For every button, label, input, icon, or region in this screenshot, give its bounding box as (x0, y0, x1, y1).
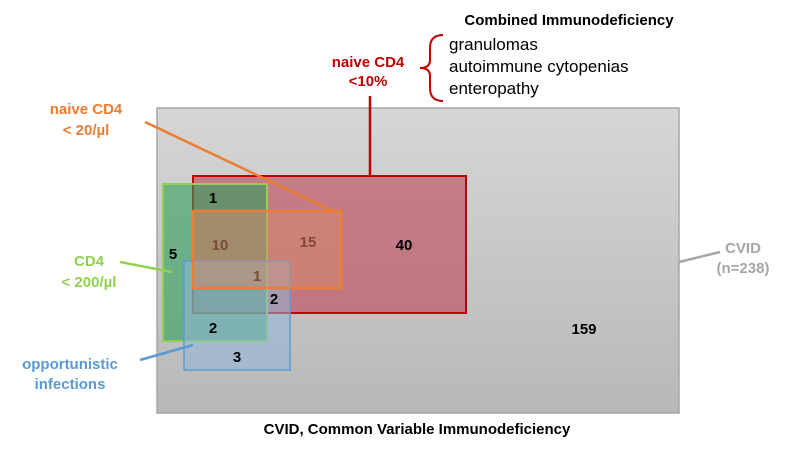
feature-item: autoimmune cytopenias (449, 57, 629, 76)
label-cd4-line1: CD4 (74, 253, 105, 270)
count-all-four: 1 (253, 268, 261, 285)
feature-item: enteropathy (449, 79, 539, 98)
label-infections-line2: infections (35, 376, 106, 393)
feature-item: granulomas (449, 35, 538, 54)
label-naive-cd4-percent-line2: <10% (349, 73, 388, 90)
count-cd4-naive-pct: 1 (209, 190, 217, 207)
count-naive-pct-only: 40 (396, 237, 413, 254)
curly-brace-icon (419, 34, 444, 102)
label-cvid-line2: (n=238) (717, 260, 770, 277)
naive-cd4-abs-connector (144, 120, 336, 214)
cvid-connector (678, 250, 721, 264)
label-cd4-line2: < 200/µl (62, 274, 117, 291)
label-naive-cd4-abs-line2: < 20/µl (63, 122, 110, 139)
label-naive-cd4-abs-line1: naive CD4 (50, 101, 123, 118)
count-cd4-only: 5 (169, 246, 177, 263)
count-infections-naive-pct: 2 (270, 291, 278, 308)
infections-connector (139, 343, 194, 362)
count-cd4-infections: 2 (209, 320, 217, 337)
count-infections-only: 3 (233, 349, 241, 366)
label-infections-line1: opportunistic (22, 356, 118, 373)
label-cvid-line1: CVID (725, 240, 761, 257)
count-cvid-only: 159 (571, 321, 596, 338)
count-naive-abs-in-pct: 15 (300, 234, 317, 251)
footer-caption: CVID, Common Variable Immunodeficiency (264, 421, 571, 438)
title-combined-immunodeficiency: Combined Immunodeficiency (464, 12, 674, 29)
count-cd4-naive-pct-naive-abs: 10 (212, 237, 229, 254)
naive-cd4-abs-box (191, 209, 343, 290)
cd4-connector (119, 260, 173, 274)
label-naive-cd4-percent-line1: naive CD4 (332, 54, 405, 71)
